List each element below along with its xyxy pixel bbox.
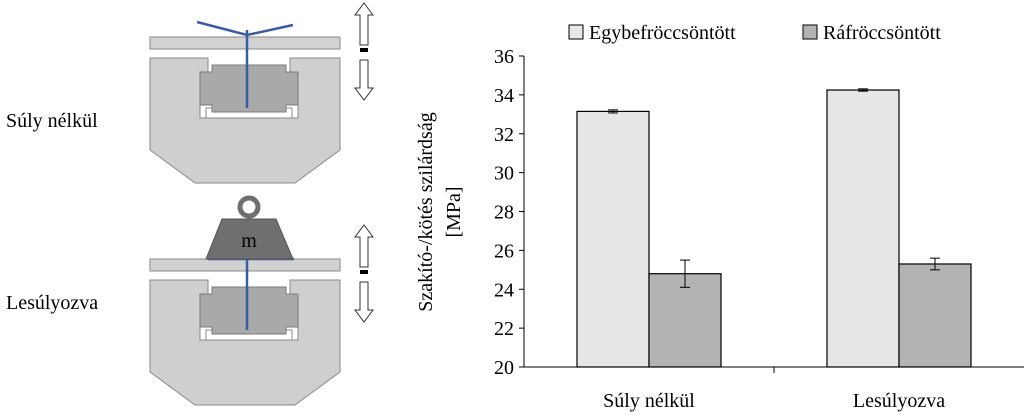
x-tick-label: Súly nélkül bbox=[603, 390, 695, 412]
clamp-setup-weighted: m bbox=[149, 195, 374, 406]
y-axis-label: Szakító-/kötés szilárdság bbox=[415, 112, 437, 311]
legend-swatch bbox=[568, 24, 584, 40]
y-tick-label: 28 bbox=[494, 202, 514, 224]
clamp-setup-no-weight bbox=[149, 2, 374, 184]
down-arrow-icon bbox=[354, 59, 374, 101]
up-arrow-icon bbox=[354, 224, 374, 268]
y-tick-label: 32 bbox=[494, 124, 514, 146]
case-label-weighted: Lesúlyozva bbox=[6, 292, 99, 314]
bar bbox=[648, 273, 722, 368]
weight-hook bbox=[237, 195, 261, 219]
bar bbox=[576, 110, 650, 368]
axes: 20 22 24 26 28 30 32 34 36 Szakító-/kötés szilárd… bbox=[415, 46, 1024, 412]
case-label-no-weight: Súly nélkül bbox=[6, 110, 98, 132]
bar bbox=[826, 89, 900, 368]
y-tick-label: 24 bbox=[494, 279, 514, 301]
y-axis-unit: [MPa] bbox=[443, 186, 465, 237]
top-plate bbox=[149, 36, 341, 50]
arrow-separator bbox=[360, 270, 368, 274]
down-arrow-icon bbox=[354, 281, 374, 323]
specimen-block bbox=[199, 286, 299, 335]
y-tick-label: 26 bbox=[494, 240, 514, 262]
legend: Egybefröccsöntött Ráfröccsöntött bbox=[568, 22, 941, 44]
bars bbox=[576, 88, 972, 368]
y-tick-label: 22 bbox=[494, 318, 514, 340]
weight-icon bbox=[205, 218, 294, 260]
y-tick-label: 34 bbox=[494, 85, 514, 107]
bar bbox=[898, 263, 972, 368]
legend-swatch bbox=[802, 24, 818, 40]
up-arrow-icon bbox=[354, 2, 374, 46]
legend-label: Ráfröccsöntött bbox=[823, 22, 941, 44]
y-tick-label: 20 bbox=[494, 357, 514, 379]
x-tick-label: Lesúlyozva bbox=[853, 390, 945, 412]
arrow-separator bbox=[360, 48, 368, 52]
weight-label: m bbox=[241, 230, 257, 252]
fiber-spread bbox=[196, 20, 294, 37]
y-tick-label: 36 bbox=[494, 46, 514, 68]
y-tick-label: 30 bbox=[494, 163, 514, 185]
legend-label: Egybefröccsöntött bbox=[589, 22, 736, 44]
specimen-block bbox=[199, 64, 299, 113]
